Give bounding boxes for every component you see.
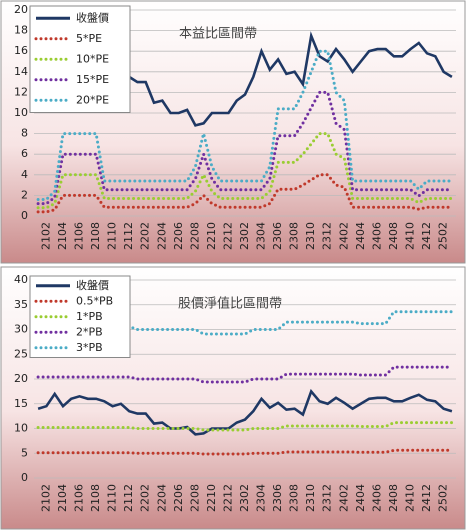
x-tick-label: 2304 <box>255 222 268 250</box>
x-tick-label: 2210 <box>205 484 218 512</box>
y-tick-label: 0 <box>21 471 28 484</box>
x-tick-label: 2106 <box>73 484 86 512</box>
chart-title: 股價淨值比區間帶 <box>178 296 282 312</box>
y-tick-label: 25 <box>14 347 28 360</box>
legend-label: 2*PB <box>76 325 103 338</box>
x-tick-label: 2302 <box>238 222 251 250</box>
x-tick-label: 2402 <box>337 484 350 512</box>
y-tick-label: 6 <box>21 147 28 160</box>
y-tick-label: 30 <box>14 323 28 336</box>
x-tick-label: 2102 <box>39 484 52 512</box>
y-tick-label: 8 <box>21 127 28 140</box>
x-tick-label: 2306 <box>271 222 284 250</box>
x-tick-label: 2408 <box>387 222 400 250</box>
y-tick-label: 10 <box>14 422 28 435</box>
x-tick-label: 2406 <box>370 222 383 250</box>
x-tick-label: 2108 <box>89 222 102 250</box>
x-tick-label: 2206 <box>172 222 185 250</box>
x-tick-label: 2402 <box>337 222 350 250</box>
legend-label: 10*PE <box>76 52 109 65</box>
y-tick-label: 35 <box>14 298 28 311</box>
y-tick-label: 2 <box>21 188 28 201</box>
y-tick-label: 10 <box>14 106 28 119</box>
legend-label: 1*PB <box>76 310 103 323</box>
x-tick-label: 2102 <box>39 222 52 250</box>
x-tick-label: 2104 <box>56 222 69 250</box>
x-tick-label: 2410 <box>403 222 416 250</box>
x-tick-label: 2110 <box>106 222 119 250</box>
x-tick-label: 2306 <box>271 484 284 512</box>
x-tick-label: 2308 <box>288 484 301 512</box>
x-tick-label: 2212 <box>221 484 234 512</box>
legend-label: 收盤價 <box>76 10 109 24</box>
x-tick-label: 2204 <box>155 484 168 512</box>
x-tick-label: 2502 <box>437 484 450 512</box>
x-tick-label: 2208 <box>188 222 201 250</box>
x-tick-label: 2308 <box>288 222 301 250</box>
legend-label: 20*PE <box>76 93 109 106</box>
series-line <box>36 173 454 214</box>
x-tick-label: 2404 <box>354 484 367 512</box>
chart-title: 本益比區間帶 <box>179 27 257 42</box>
legend-label: 5*PE <box>76 32 102 45</box>
legend-label: 0.5*PB <box>76 294 113 307</box>
series-line <box>36 365 454 384</box>
x-tick-label: 2406 <box>370 484 383 512</box>
x-tick-label: 2310 <box>304 484 317 512</box>
y-tick-label: 0 <box>21 209 28 222</box>
legend-label: 3*PB <box>76 341 103 354</box>
x-tick-label: 2408 <box>387 484 400 512</box>
x-tick-label: 2212 <box>221 222 234 250</box>
legend-label: 收盤價 <box>76 278 109 292</box>
x-tick-label: 2412 <box>420 484 433 512</box>
x-tick-label: 2310 <box>304 222 317 250</box>
x-tick-label: 2210 <box>205 222 218 250</box>
x-tick-label: 2202 <box>139 222 152 250</box>
x-tick-label: 2312 <box>321 222 334 250</box>
series-line <box>36 448 454 456</box>
x-tick-label: 2412 <box>420 222 433 250</box>
x-tick-label: 2404 <box>354 222 367 250</box>
legend-label: 15*PE <box>76 73 109 86</box>
y-tick-label: 16 <box>14 44 28 57</box>
x-tick-label: 2106 <box>73 222 86 250</box>
x-tick-label: 2108 <box>89 484 102 512</box>
y-tick-label: 14 <box>14 65 28 78</box>
y-tick-label: 15 <box>14 397 28 410</box>
y-tick-label: 4 <box>21 168 28 181</box>
x-tick-label: 2104 <box>56 484 69 512</box>
series-line <box>36 132 454 210</box>
x-tick-label: 2110 <box>106 484 119 512</box>
x-tick-label: 2112 <box>122 222 135 250</box>
series-line <box>36 421 454 432</box>
x-tick-label: 2204 <box>155 222 168 250</box>
y-tick-label: 20 <box>14 3 28 16</box>
series-line <box>36 90 454 206</box>
series-line <box>37 388 453 436</box>
y-tick-label: 40 <box>14 273 28 286</box>
x-tick-label: 2502 <box>437 222 450 250</box>
y-tick-label: 12 <box>14 85 28 98</box>
x-tick-label: 2302 <box>238 484 251 512</box>
x-tick-label: 2202 <box>139 484 152 512</box>
x-tick-label: 2112 <box>122 484 135 512</box>
x-tick-label: 2208 <box>188 484 201 512</box>
x-tick-label: 2312 <box>321 484 334 512</box>
y-tick-label: 18 <box>14 24 28 37</box>
x-tick-label: 2206 <box>172 484 185 512</box>
x-tick-label: 2304 <box>255 484 268 512</box>
x-tick-label: 2410 <box>403 484 416 512</box>
y-tick-label: 20 <box>14 372 28 385</box>
y-tick-label: 5 <box>21 446 28 459</box>
